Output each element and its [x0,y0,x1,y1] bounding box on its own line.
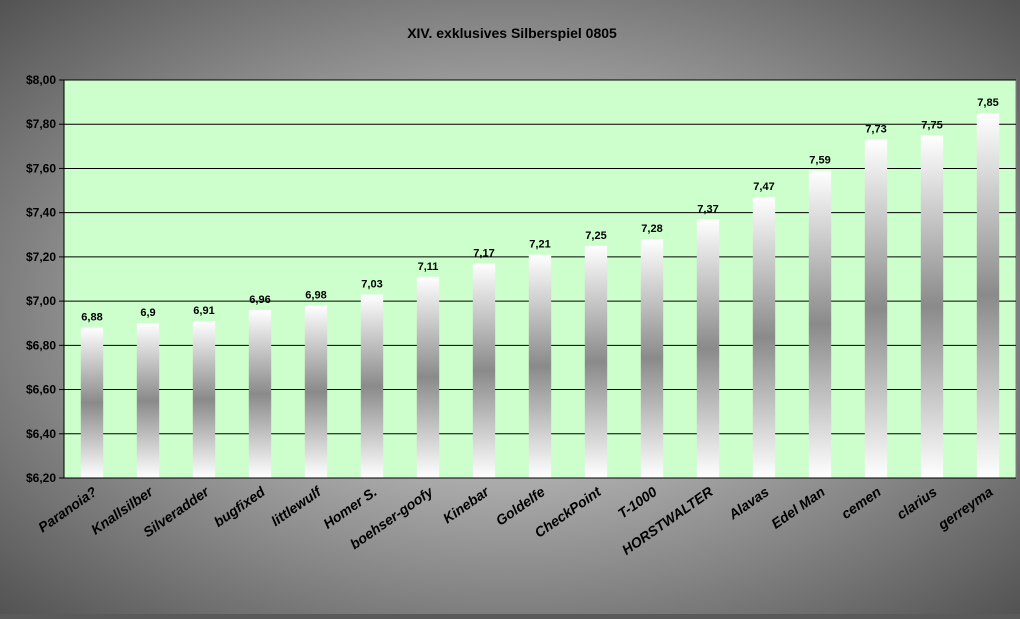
y-tick-label: $7,40 [26,206,56,220]
bar [472,263,496,478]
data-label: 7,85 [977,97,998,109]
bar [192,321,216,478]
data-label: 7,28 [641,223,662,235]
bar [360,294,384,478]
data-label: 7,25 [585,230,606,242]
y-tick-label: $6,80 [26,338,56,352]
data-labels: 6,88 6,9 6,91 6,96 6,98 7,03 7,11 7,17 7,21 7,25 7… [81,97,998,323]
bars [80,113,1000,479]
bar [808,170,832,478]
bar [752,197,776,478]
data-label: 6,96 [249,294,270,306]
data-label: 7,59 [809,155,830,167]
y-tick-label: $6,20 [26,471,56,485]
data-label: 7,47 [753,181,774,193]
bar [976,113,1000,479]
data-label: 7,17 [473,248,494,260]
bar [248,309,272,478]
y-axis: $6,20 $6,40 $6,60 $6,80 $7,00 $7,20 $7,40 $7,60… [26,73,65,485]
data-label: 6,98 [305,290,326,302]
data-label: 7,03 [361,278,382,290]
data-label: 7,75 [921,119,942,131]
y-tick-label: $6,60 [26,383,56,397]
y-tick-label: $7,60 [26,161,56,175]
bar [640,239,664,478]
bar [864,139,888,478]
data-label: 6,88 [81,312,102,324]
data-label: 7,11 [418,261,439,273]
y-tick-label: $8,00 [26,73,56,87]
bar [304,305,328,478]
data-label: 7,73 [865,124,886,136]
y-tick-label: $7,80 [26,117,56,131]
y-tick-label: $6,40 [26,427,56,441]
y-tick-label: $7,00 [26,294,56,308]
bar [416,276,440,478]
chart-title: XIV. exklusives Silberspiel 0805 [407,25,617,41]
bar [584,245,608,478]
data-label: 7,21 [529,239,550,251]
data-label: 6,9 [140,307,155,319]
bar [920,135,944,478]
bar [528,254,552,478]
y-tick-label: $7,20 [26,250,56,264]
bar [696,219,720,479]
bar [80,327,104,478]
data-label: 7,37 [697,203,718,215]
bar [136,323,160,478]
data-label: 6,91 [193,305,214,317]
